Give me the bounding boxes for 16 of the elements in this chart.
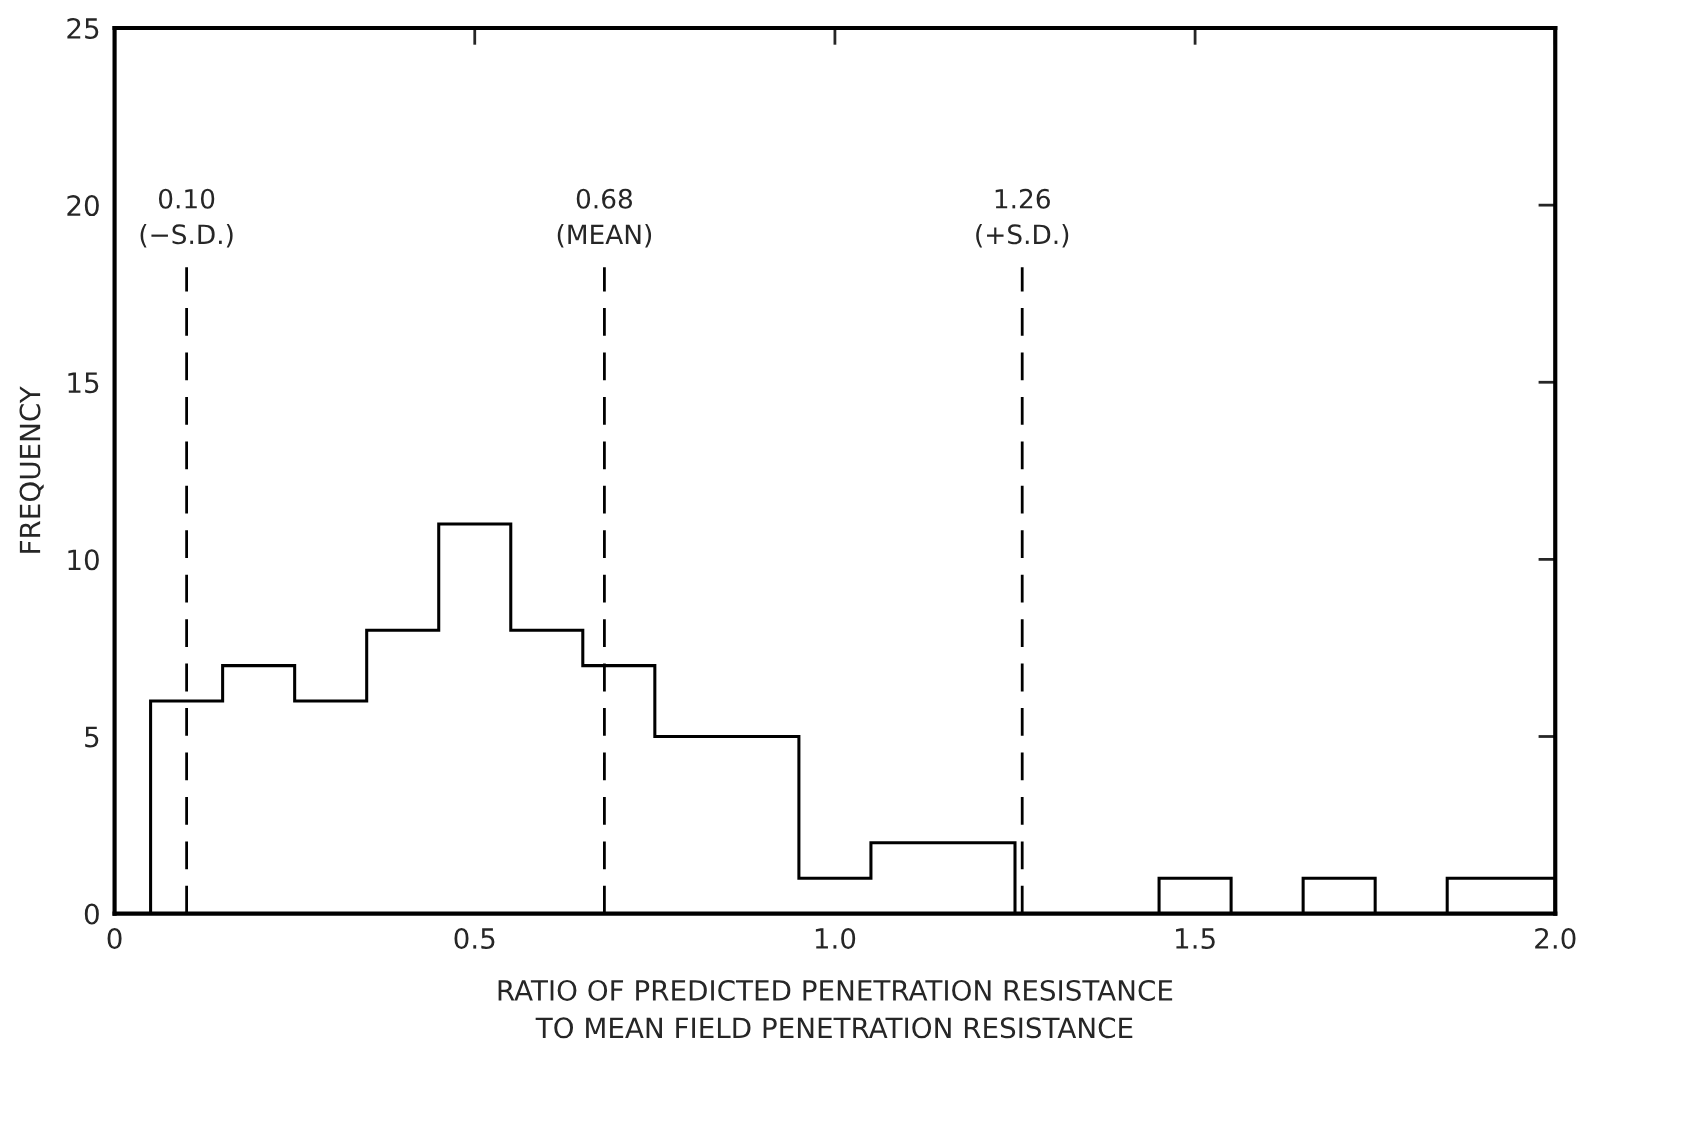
y-axis-title: FREQUENCY [19, 386, 44, 553]
x-tick-label: 1.5 [1176, 928, 1215, 950]
x-axis-title: RATIO OF PREDICTED PENETRATION RESISTANCE TO MEAN FIELD PENETRATION RESISTANCE [498, 979, 1173, 1039]
y-tick-label: 25 [67, 17, 99, 39]
x-tick-label: 0 [107, 927, 122, 950]
y-tick-label: 20 [67, 195, 99, 217]
y-tick-label: 15 [68, 372, 99, 394]
y-tick-label: 5 [85, 726, 99, 748]
y-tick-label: 0 [84, 903, 99, 925]
ref-line-label: 1.26 (+S.D.) [976, 188, 1069, 248]
x-tick-label: 1.0 [815, 927, 856, 950]
x-tick-label: 0.5 [454, 927, 495, 950]
y-tick-label: 10 [68, 549, 99, 571]
ref-line-label: 0.10 (−S.D.) [140, 188, 233, 248]
ref-line-label: 0.68 (MEAN) [557, 188, 652, 248]
x-tick-label: 2.0 [1535, 927, 1576, 950]
